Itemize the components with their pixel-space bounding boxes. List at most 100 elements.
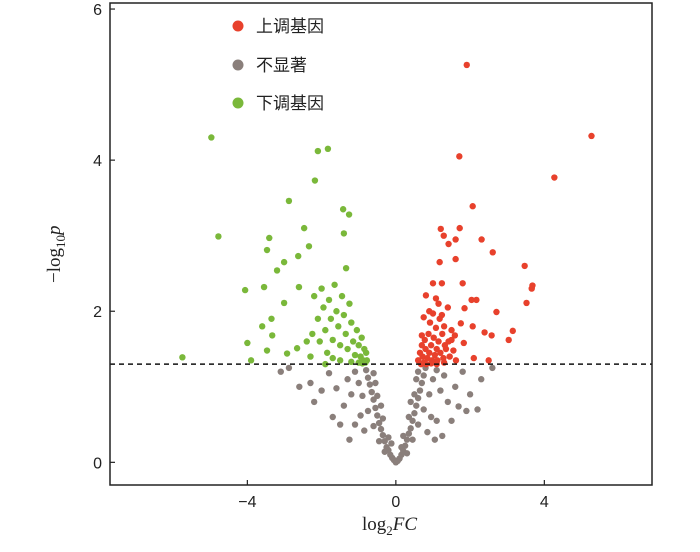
data-point xyxy=(455,403,462,410)
data-point xyxy=(263,246,271,254)
data-point xyxy=(407,398,414,406)
data-point xyxy=(266,234,273,242)
data-point xyxy=(377,425,385,433)
data-point xyxy=(296,383,303,390)
y-axis-label: −log10p xyxy=(44,226,68,284)
data-point xyxy=(435,338,442,345)
data-point xyxy=(263,347,271,354)
data-point xyxy=(411,410,418,417)
data-point xyxy=(429,280,437,287)
data-point xyxy=(303,338,310,345)
data-point xyxy=(342,330,349,338)
data-point xyxy=(285,364,293,372)
data-point xyxy=(430,334,437,341)
data-point xyxy=(348,358,355,366)
data-point xyxy=(353,326,361,334)
data-point xyxy=(452,357,460,364)
y-tick-label: 0 xyxy=(93,455,102,472)
data-point xyxy=(489,364,496,372)
data-point xyxy=(372,404,379,412)
x-axis-label: log2FC xyxy=(362,514,417,538)
data-point xyxy=(478,236,485,243)
data-point xyxy=(295,283,303,291)
data-point xyxy=(375,437,383,445)
data-point xyxy=(370,369,377,377)
data-point xyxy=(241,286,249,294)
data-point xyxy=(452,383,459,390)
data-point xyxy=(293,345,301,352)
data-point xyxy=(427,342,435,349)
data-point xyxy=(351,421,359,428)
data-point xyxy=(333,308,340,315)
data-point xyxy=(311,177,319,184)
data-point xyxy=(448,417,455,424)
data-point xyxy=(340,402,348,409)
data-point xyxy=(488,332,495,339)
data-point xyxy=(426,349,433,356)
data-point xyxy=(295,252,302,260)
data-point xyxy=(377,402,385,409)
data-point xyxy=(521,262,528,270)
data-point xyxy=(260,283,268,291)
data-point xyxy=(448,336,455,344)
data-point xyxy=(418,379,426,387)
data-point xyxy=(457,320,465,327)
data-point xyxy=(285,197,293,205)
data-point xyxy=(322,360,329,368)
data-point xyxy=(426,391,433,398)
x-ticks: −4 0 4 xyxy=(238,480,549,511)
data-point xyxy=(280,258,288,266)
data-point xyxy=(588,132,595,140)
legend: 上调基因 不显著 下调基因 xyxy=(232,17,324,114)
data-point xyxy=(463,61,470,69)
data-point xyxy=(346,436,353,443)
data-point xyxy=(362,349,370,356)
data-point xyxy=(339,206,347,213)
data-point xyxy=(437,349,444,356)
data-point xyxy=(244,339,251,347)
data-point xyxy=(450,347,457,354)
y-tick-label: 6 xyxy=(93,2,102,19)
data-point xyxy=(283,350,291,357)
data-point xyxy=(431,351,439,359)
data-point xyxy=(446,353,453,360)
y-tick-label: 2 xyxy=(93,304,102,321)
data-point xyxy=(435,300,442,307)
data-point xyxy=(381,448,388,455)
data-point xyxy=(364,374,372,381)
data-point xyxy=(370,422,377,430)
legend-label-down: 下调基因 xyxy=(256,94,324,114)
data-point xyxy=(463,407,470,415)
data-point xyxy=(436,315,443,322)
data-point xyxy=(358,334,365,341)
data-point xyxy=(318,285,325,292)
data-point xyxy=(310,292,318,300)
data-point xyxy=(420,372,427,379)
data-point xyxy=(300,224,308,232)
data-point xyxy=(421,336,429,344)
data-point xyxy=(460,339,467,347)
data-point xyxy=(348,319,355,326)
data-point xyxy=(309,330,316,338)
data-point xyxy=(439,432,446,440)
data-point xyxy=(481,329,488,336)
data-point xyxy=(324,145,332,153)
legend-label-up: 上调基因 xyxy=(256,17,324,37)
data-point xyxy=(452,236,459,243)
legend-label-ns: 不显著 xyxy=(256,56,307,76)
data-point xyxy=(322,326,329,334)
data-point xyxy=(473,296,480,304)
data-point xyxy=(374,392,381,400)
data-point xyxy=(461,305,468,312)
data-point xyxy=(379,415,387,422)
data-point xyxy=(307,379,314,387)
data-point xyxy=(364,407,372,415)
data-point xyxy=(424,428,431,436)
data-point xyxy=(388,440,395,447)
data-point xyxy=(351,351,359,359)
data-point xyxy=(336,421,344,428)
data-point xyxy=(459,280,466,287)
data-point xyxy=(372,379,379,387)
data-point xyxy=(468,296,475,304)
